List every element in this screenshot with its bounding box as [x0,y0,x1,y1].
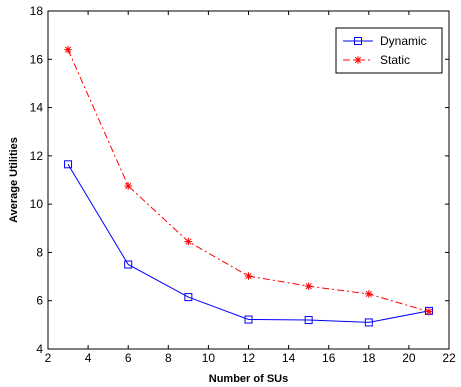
y-tick-label: 8 [36,245,43,259]
y-tick-label: 4 [36,342,43,356]
data-point-static [304,282,313,291]
data-point-static [184,237,193,246]
x-tick-label: 2 [45,351,52,365]
legend-box [335,27,443,74]
y-tick-label: 10 [30,197,44,211]
legend-label: Static [380,53,410,67]
data-point-static [124,182,132,190]
axes-frame [47,10,450,350]
y-tick-label: 14 [30,101,44,115]
series-static [64,45,433,316]
x-tick-label: 8 [165,351,172,365]
data-point-dynamic [124,260,133,269]
y-tick-label: 6 [36,294,43,308]
data-point-dynamic [244,315,253,324]
legend-marker [354,37,362,45]
legend: Dynamic Static [335,27,443,74]
data-point-dynamic [64,160,73,169]
y-tick-label: 16 [30,52,44,66]
legend-entry-dynamic: Dynamic [343,34,427,48]
x-tick-label: 4 [85,351,92,365]
x-tick-label: 18 [362,351,376,365]
data-point-dynamic [364,318,373,327]
y-tick-label: 18 [30,4,44,18]
data-point-static [365,290,373,298]
x-tick-label: 20 [402,351,416,365]
legend-label: Dynamic [380,34,427,48]
data-point-static [244,272,253,280]
legend-marker [354,56,362,64]
series-line-dynamic [67,164,429,323]
x-tick-label: 22 [442,351,456,365]
y-tick-label: 12 [30,149,44,163]
y-axis-title: Average Utilities [8,137,20,223]
data-point-dynamic [184,293,193,302]
x-tick-label: 14 [282,351,296,365]
data-point-static [425,307,433,316]
x-tick-label: 12 [242,351,256,365]
x-axis-title: Number of SUs [209,373,288,385]
series-layer [64,45,433,327]
data-point-dynamic [304,316,313,325]
x-tick-label: 10 [202,351,216,365]
x-tick-label: 6 [125,351,132,365]
legend-entry-static: Static [343,53,410,67]
x-tick-label: 16 [322,351,336,365]
data-point-static [64,45,72,54]
